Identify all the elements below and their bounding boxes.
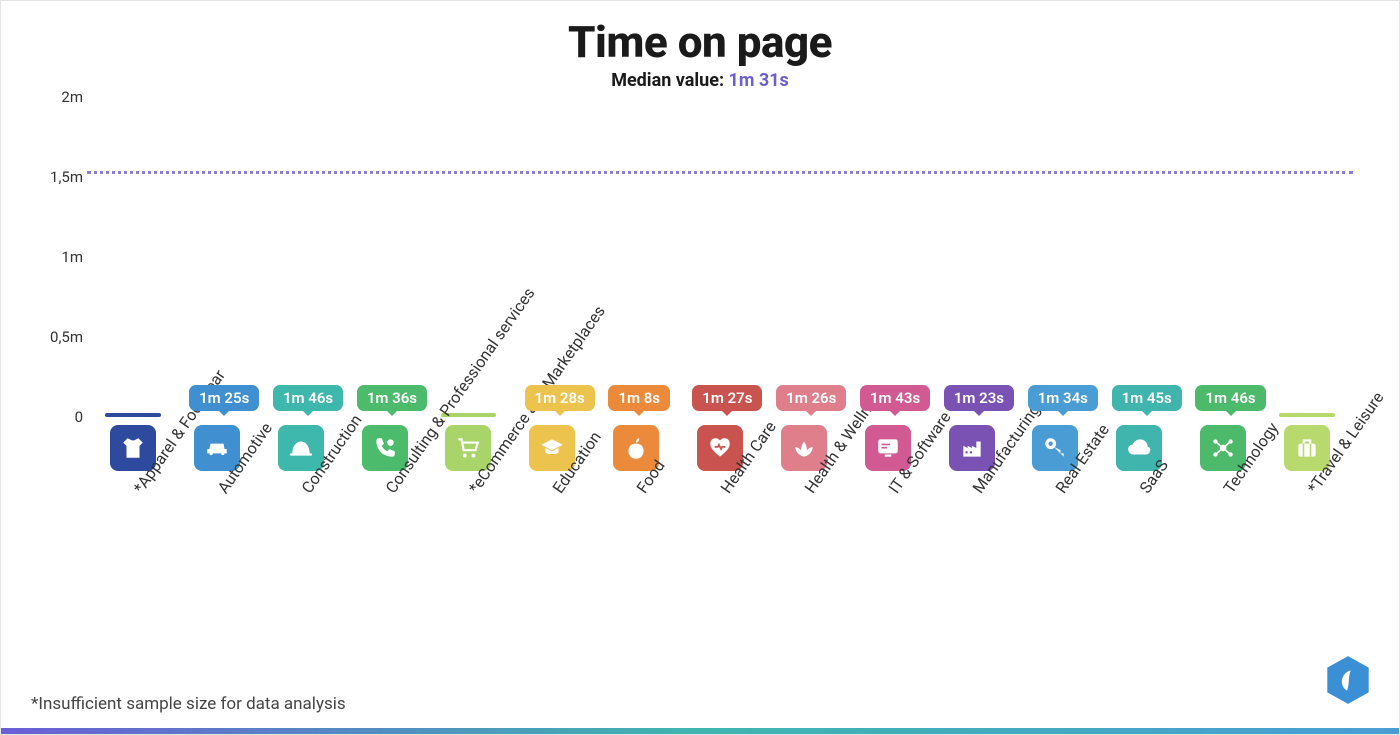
y-tick: 2m bbox=[61, 88, 83, 106]
value-pill: 1m 36s bbox=[357, 385, 427, 411]
label-cell: Food bbox=[594, 481, 678, 681]
bars-container: 1m 25s 1m 46s 1m 36s 1m 28s 1m 8s 1m 27s 1m 26… bbox=[91, 97, 1349, 417]
value-pill: 1m 34s bbox=[1028, 385, 1098, 411]
label-cell: SaaS bbox=[1097, 481, 1181, 681]
label-row: Apparel & Footwear*AutomotiveConstructio… bbox=[91, 481, 1349, 681]
subtitle-prefix: Median value: bbox=[611, 70, 728, 91]
y-axis: 2m1,5m1m0,5m0 bbox=[41, 97, 91, 417]
value-pill: 1m 8s bbox=[608, 385, 670, 411]
gradient-bar bbox=[1, 728, 1399, 734]
value-pill: 1m 23s bbox=[944, 385, 1014, 411]
bar-column bbox=[91, 413, 175, 417]
y-tick: 1,5m bbox=[50, 168, 83, 186]
value-pill: 1m 45s bbox=[1112, 385, 1182, 411]
label-cell: eCommerce and Marketplaces* bbox=[426, 481, 510, 681]
value-pill: 1m 46s bbox=[273, 385, 343, 411]
value-pill: 1m 26s bbox=[776, 385, 846, 411]
chart-title: Time on page bbox=[41, 16, 1359, 68]
value-pill: 1m 28s bbox=[525, 385, 595, 411]
label-cell: IT & Software bbox=[846, 481, 930, 681]
footnote: *Insufficient sample size for data analy… bbox=[31, 694, 346, 714]
chart-container: Time on page Median value: 1m 31s 2m 1,5m… bbox=[0, 0, 1400, 735]
plot-area: 2m1,5m1m0,5m0 1m 25s1m 46s1m 36s1m 28s1m… bbox=[91, 97, 1349, 417]
label-cell: Manufacturing bbox=[930, 481, 1014, 681]
brand-logo-icon bbox=[1325, 654, 1371, 706]
label-cell: Consulting & Professional services bbox=[343, 481, 427, 681]
chart-subtitle: Median value: 1m 31s bbox=[41, 70, 1359, 91]
label-cell: Automotive bbox=[175, 481, 259, 681]
subtitle-median-value: 1m 31s bbox=[729, 70, 789, 91]
label-cell: Real Estate bbox=[1013, 481, 1097, 681]
label-cell: Technology bbox=[1181, 481, 1265, 681]
label-cell: Education bbox=[510, 481, 594, 681]
value-pill: 1m 27s bbox=[692, 385, 762, 411]
y-tick: 0,5m bbox=[50, 328, 83, 346]
empty-bar bbox=[1279, 413, 1334, 417]
value-pill: 1m 46s bbox=[1195, 385, 1265, 411]
value-pill: 1m 43s bbox=[860, 385, 930, 411]
label-cell: Construction bbox=[259, 481, 343, 681]
label-cell: Health & Wellness bbox=[762, 481, 846, 681]
y-tick: 1m bbox=[61, 248, 83, 266]
empty-bar bbox=[105, 413, 160, 417]
value-pill: 1m 25s bbox=[189, 385, 259, 411]
label-cell: Travel & Leisure* bbox=[1265, 481, 1349, 681]
bar-column bbox=[1265, 413, 1349, 417]
label-cell: Apparel & Footwear* bbox=[91, 481, 175, 681]
label-cell: Health Care bbox=[678, 481, 762, 681]
median-line bbox=[87, 171, 1353, 174]
y-tick: 0 bbox=[75, 408, 83, 426]
